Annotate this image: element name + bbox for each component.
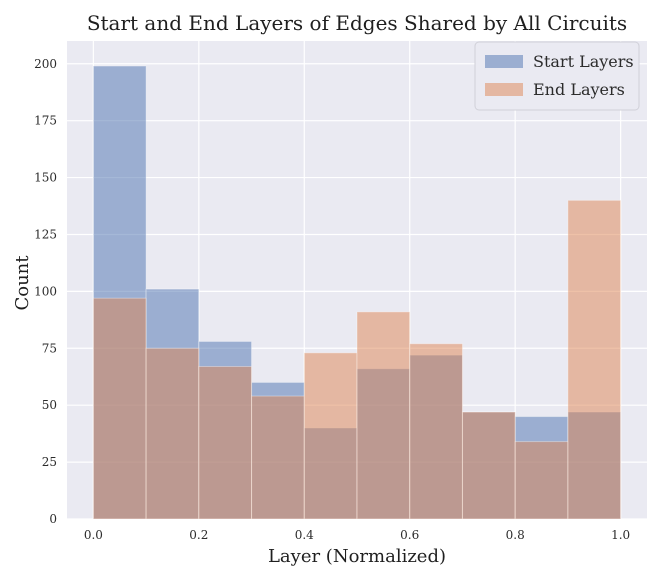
- y-tick-label: 125: [34, 227, 57, 241]
- y-tick-label: 200: [34, 57, 57, 71]
- y-axis-label: Count: [12, 255, 33, 311]
- x-tick-label: 1.0: [611, 528, 630, 542]
- bar-end-layers-3: [251, 395, 305, 520]
- x-tick-label: 0.4: [295, 528, 314, 542]
- chart-title: Start and End Layers of Edges Shared by …: [87, 11, 627, 35]
- y-tick-label: 0: [49, 512, 57, 526]
- x-tick-label: 0.6: [400, 528, 419, 542]
- bar-end-layers-6: [409, 343, 463, 520]
- y-tick-label: 150: [34, 171, 57, 185]
- legend-swatch-start-layers: [485, 55, 523, 68]
- x-tick-label: 0.8: [506, 528, 525, 542]
- legend-label-end-layers: End Layers: [533, 80, 625, 99]
- y-tick-label: 75: [42, 341, 57, 355]
- legend-swatch-end-layers: [485, 83, 523, 96]
- y-tick-label: 100: [34, 284, 57, 298]
- x-axis-label: Layer (Normalized): [268, 546, 446, 567]
- bar-end-layers-8: [514, 441, 569, 520]
- bars-layer: [92, 65, 622, 520]
- bar-end-layers-9: [567, 199, 622, 520]
- bar-end-layers-2: [198, 365, 253, 520]
- ticks-layer: 0 25 50 75 100 125 150 175 200 0.0 0.2 0.4 0.6 0.8 1.0: [34, 57, 630, 542]
- y-tick-label: 50: [42, 398, 57, 412]
- x-tick-label: 0.0: [84, 528, 103, 542]
- y-tick-label: 175: [34, 114, 57, 128]
- bar-end-layers-4: [303, 352, 358, 520]
- bar-end-layers-7: [461, 411, 516, 520]
- bar-end-layers-1: [145, 347, 200, 520]
- legend: Start Layers End Layers: [474, 41, 640, 111]
- x-tick-label: 0.2: [189, 528, 208, 542]
- legend-label-start-layers: Start Layers: [533, 52, 634, 71]
- bar-end-layers-5: [356, 311, 411, 520]
- bar-end-layers-0: [92, 297, 147, 520]
- y-tick-label: 25: [42, 455, 57, 469]
